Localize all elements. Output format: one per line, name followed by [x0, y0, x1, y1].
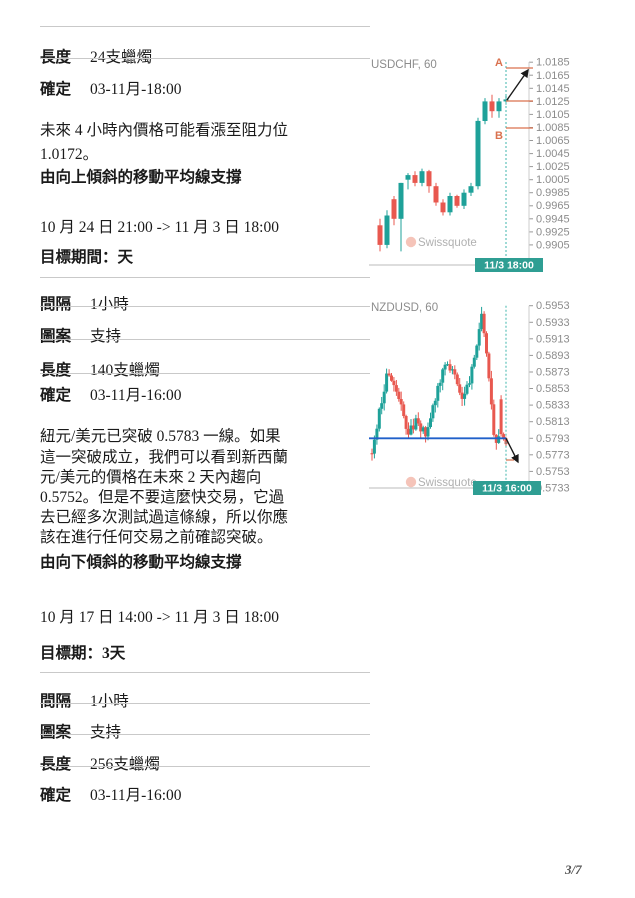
svg-text:NZDUSD, 60: NZDUSD, 60	[371, 302, 438, 314]
svg-text:0.5853: 0.5853	[536, 383, 570, 395]
svg-text:0.9965: 0.9965	[536, 200, 570, 212]
svg-text:0.9905: 0.9905	[536, 239, 570, 251]
svg-text:1.0045: 1.0045	[536, 148, 570, 160]
svg-text:0.9985: 0.9985	[536, 187, 570, 199]
svg-text:0.9925: 0.9925	[536, 226, 570, 238]
svg-text:0.5873: 0.5873	[536, 367, 570, 379]
svg-text:0.5953: 0.5953	[536, 300, 570, 312]
svg-text:Swissquote: Swissquote	[418, 477, 477, 489]
svg-text:0.5833: 0.5833	[536, 400, 570, 412]
svg-text:B: B	[495, 130, 503, 142]
svg-text:A: A	[495, 57, 503, 69]
svg-text:0.9945: 0.9945	[536, 213, 570, 225]
svg-text:0.5753: 0.5753	[536, 466, 570, 478]
svg-text:0.5933: 0.5933	[536, 317, 570, 329]
svg-text:11/3 18:00: 11/3 18:00	[484, 260, 534, 272]
svg-text:Swissquote: Swissquote	[418, 237, 477, 249]
svg-text:0.5733: 0.5733	[536, 483, 570, 495]
svg-text:1.0005: 1.0005	[536, 174, 570, 186]
svg-text:11/3 16:00: 11/3 16:00	[482, 483, 532, 495]
svg-text:1.0145: 1.0145	[536, 83, 570, 95]
svg-text:1.0065: 1.0065	[536, 135, 570, 147]
svg-text:1.0185: 1.0185	[536, 57, 570, 69]
svg-text:USDCHF, 60: USDCHF, 60	[371, 59, 437, 71]
svg-text:0.5773: 0.5773	[536, 449, 570, 461]
svg-text:1.0085: 1.0085	[536, 122, 570, 134]
svg-text:0.5913: 0.5913	[536, 333, 570, 345]
svg-text:0.5793: 0.5793	[536, 433, 570, 445]
svg-text:1.0165: 1.0165	[536, 70, 570, 82]
svg-text:1.0025: 1.0025	[536, 161, 570, 173]
svg-text:1.0105: 1.0105	[536, 109, 570, 121]
svg-text:1.0125: 1.0125	[536, 96, 570, 108]
svg-text:0.5893: 0.5893	[536, 350, 570, 362]
svg-text:0.5813: 0.5813	[536, 416, 570, 428]
